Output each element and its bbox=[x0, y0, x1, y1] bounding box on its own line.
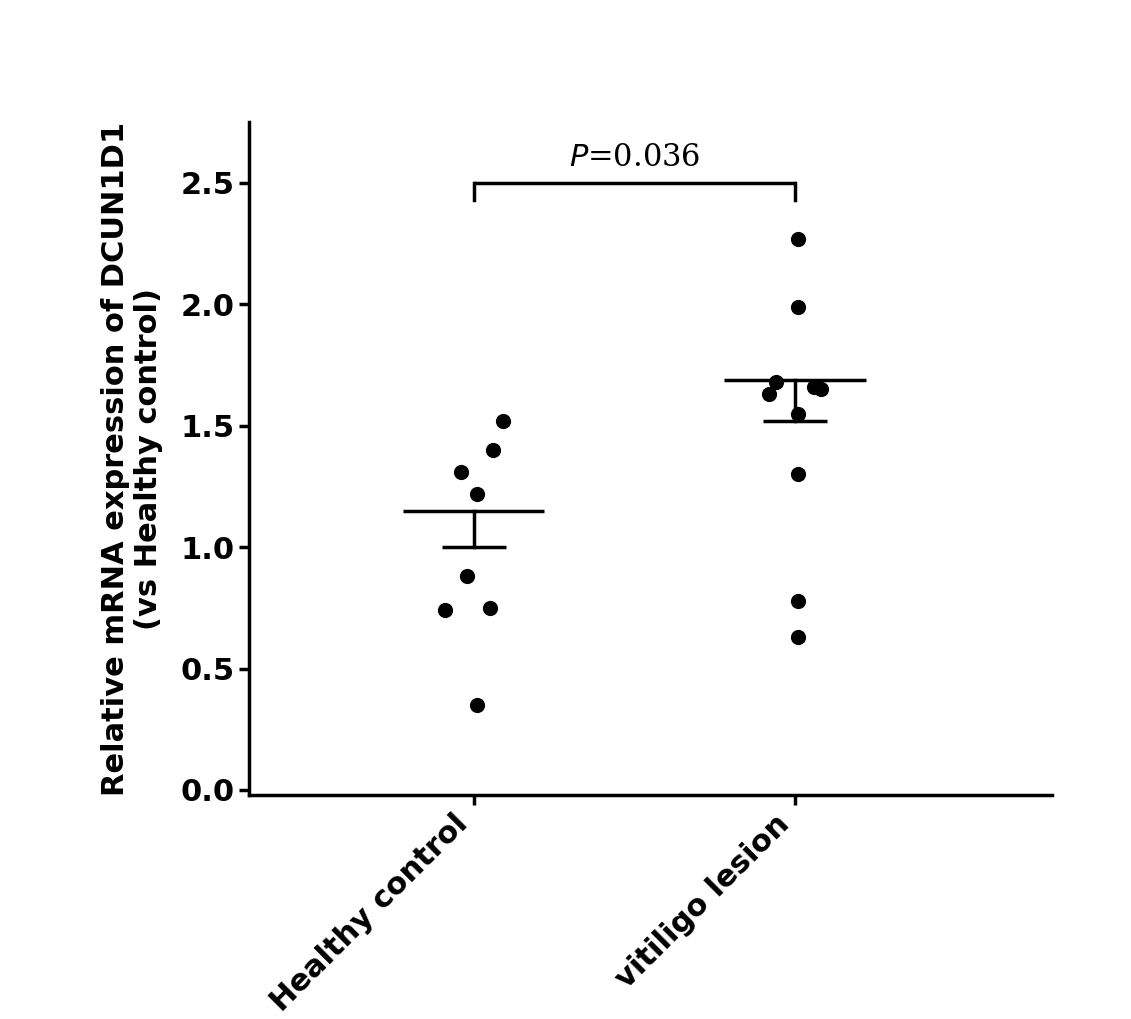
Point bbox=[789, 629, 808, 645]
Point bbox=[812, 381, 830, 397]
Point bbox=[789, 592, 808, 608]
Point bbox=[805, 379, 823, 395]
Point bbox=[484, 442, 502, 459]
Point bbox=[468, 697, 486, 713]
Point bbox=[468, 486, 486, 502]
Point bbox=[458, 569, 476, 585]
Y-axis label: Relative mRNA expression of DCUN1D1
(vs Healthy control): Relative mRNA expression of DCUN1D1 (vs … bbox=[101, 121, 164, 796]
Point bbox=[451, 464, 469, 480]
Point bbox=[760, 386, 778, 403]
Text: $\it{P}$=0.036: $\it{P}$=0.036 bbox=[569, 143, 700, 173]
Point bbox=[767, 374, 785, 390]
Point bbox=[789, 299, 808, 315]
Point bbox=[789, 466, 808, 482]
Point bbox=[493, 413, 511, 429]
Point bbox=[481, 600, 499, 616]
Point bbox=[435, 602, 454, 619]
Point bbox=[789, 406, 808, 422]
Point bbox=[789, 230, 808, 247]
